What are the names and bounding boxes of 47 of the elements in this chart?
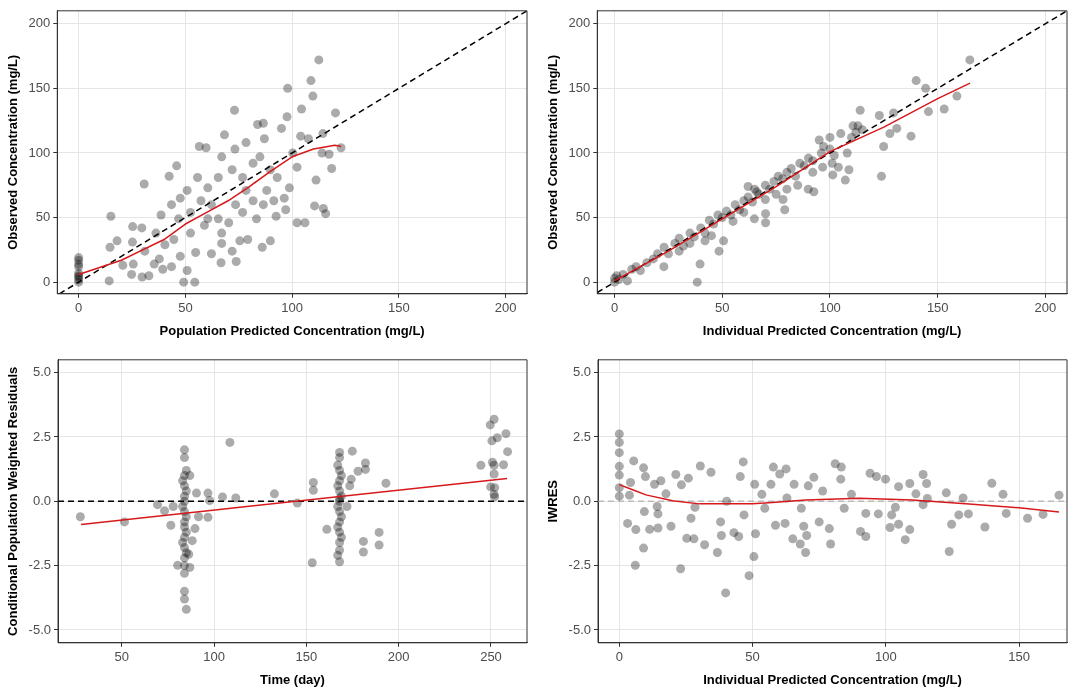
y-tick-label: 0 [43, 273, 51, 289]
x-axis-title: Time (day) [260, 671, 325, 687]
x-tick-label: 50 [114, 649, 129, 665]
x-axis-title: Individual Predicted Concentration (mg/L) [702, 322, 962, 338]
y-tick-label: 100 [28, 144, 51, 160]
y-axis-title: Observed Concentration (mg/L) [5, 54, 21, 250]
y-tick-label: 200 [28, 15, 51, 31]
x-tick-label: 150 [926, 300, 949, 316]
y-tick-label: 5.0 [32, 364, 51, 380]
x-tick-label: 100 [819, 300, 841, 316]
y-tick-label: -5.0 [568, 621, 591, 637]
y-tick-label: 150 [28, 79, 51, 95]
x-tick-label: 0 [615, 649, 623, 665]
x-tick-label: 200 [387, 649, 410, 665]
y-tick-label: 2.5 [32, 428, 51, 444]
y-tick-label: 50 [35, 209, 51, 225]
x-tick-label: 200 [1034, 300, 1057, 316]
y-tick-label: 0 [583, 273, 591, 289]
y-tick-label: 2.5 [572, 428, 591, 444]
x-tick-label: 150 [388, 300, 410, 316]
x-tick-label: 100 [874, 649, 897, 665]
y-tick-label: -5.0 [28, 621, 51, 637]
x-axis-title: Individual Predicted Concentration (mg/L) [703, 671, 962, 687]
y-tick-label: 200 [568, 15, 591, 31]
x-tick-label: 150 [295, 649, 318, 665]
y-tick-label: 50 [575, 209, 591, 225]
x-axis-title: Population Predicted Concentration (mg/L) [159, 322, 425, 338]
y-axis-title: Conditional Population Weighted Residuals [5, 366, 21, 636]
y-axis-title: IWRES [545, 479, 561, 523]
x-tick-label: 0 [75, 300, 83, 316]
y-tick-label: 100 [568, 144, 591, 160]
x-tick-label: 50 [745, 649, 760, 665]
y-tick-label: -2.5 [28, 557, 51, 573]
x-tick-label: 50 [715, 300, 730, 316]
x-tick-label: 100 [203, 649, 225, 665]
y-tick-label: 0.0 [572, 492, 591, 508]
x-tick-label: 100 [281, 300, 303, 316]
x-tick-label: 200 [494, 300, 517, 316]
x-tick-label: 50 [178, 300, 193, 316]
y-tick-label: 5.0 [572, 364, 591, 380]
y-tick-label: -2.5 [568, 557, 591, 573]
x-tick-label: 0 [610, 300, 619, 316]
x-tick-label: 150 [1008, 649, 1030, 665]
y-tick-label: 0.0 [32, 492, 51, 508]
y-tick-label: 150 [568, 79, 591, 95]
y-axis-title: Observed Concentration (mg/L) [545, 54, 561, 250]
x-tick-label: 250 [480, 649, 502, 665]
